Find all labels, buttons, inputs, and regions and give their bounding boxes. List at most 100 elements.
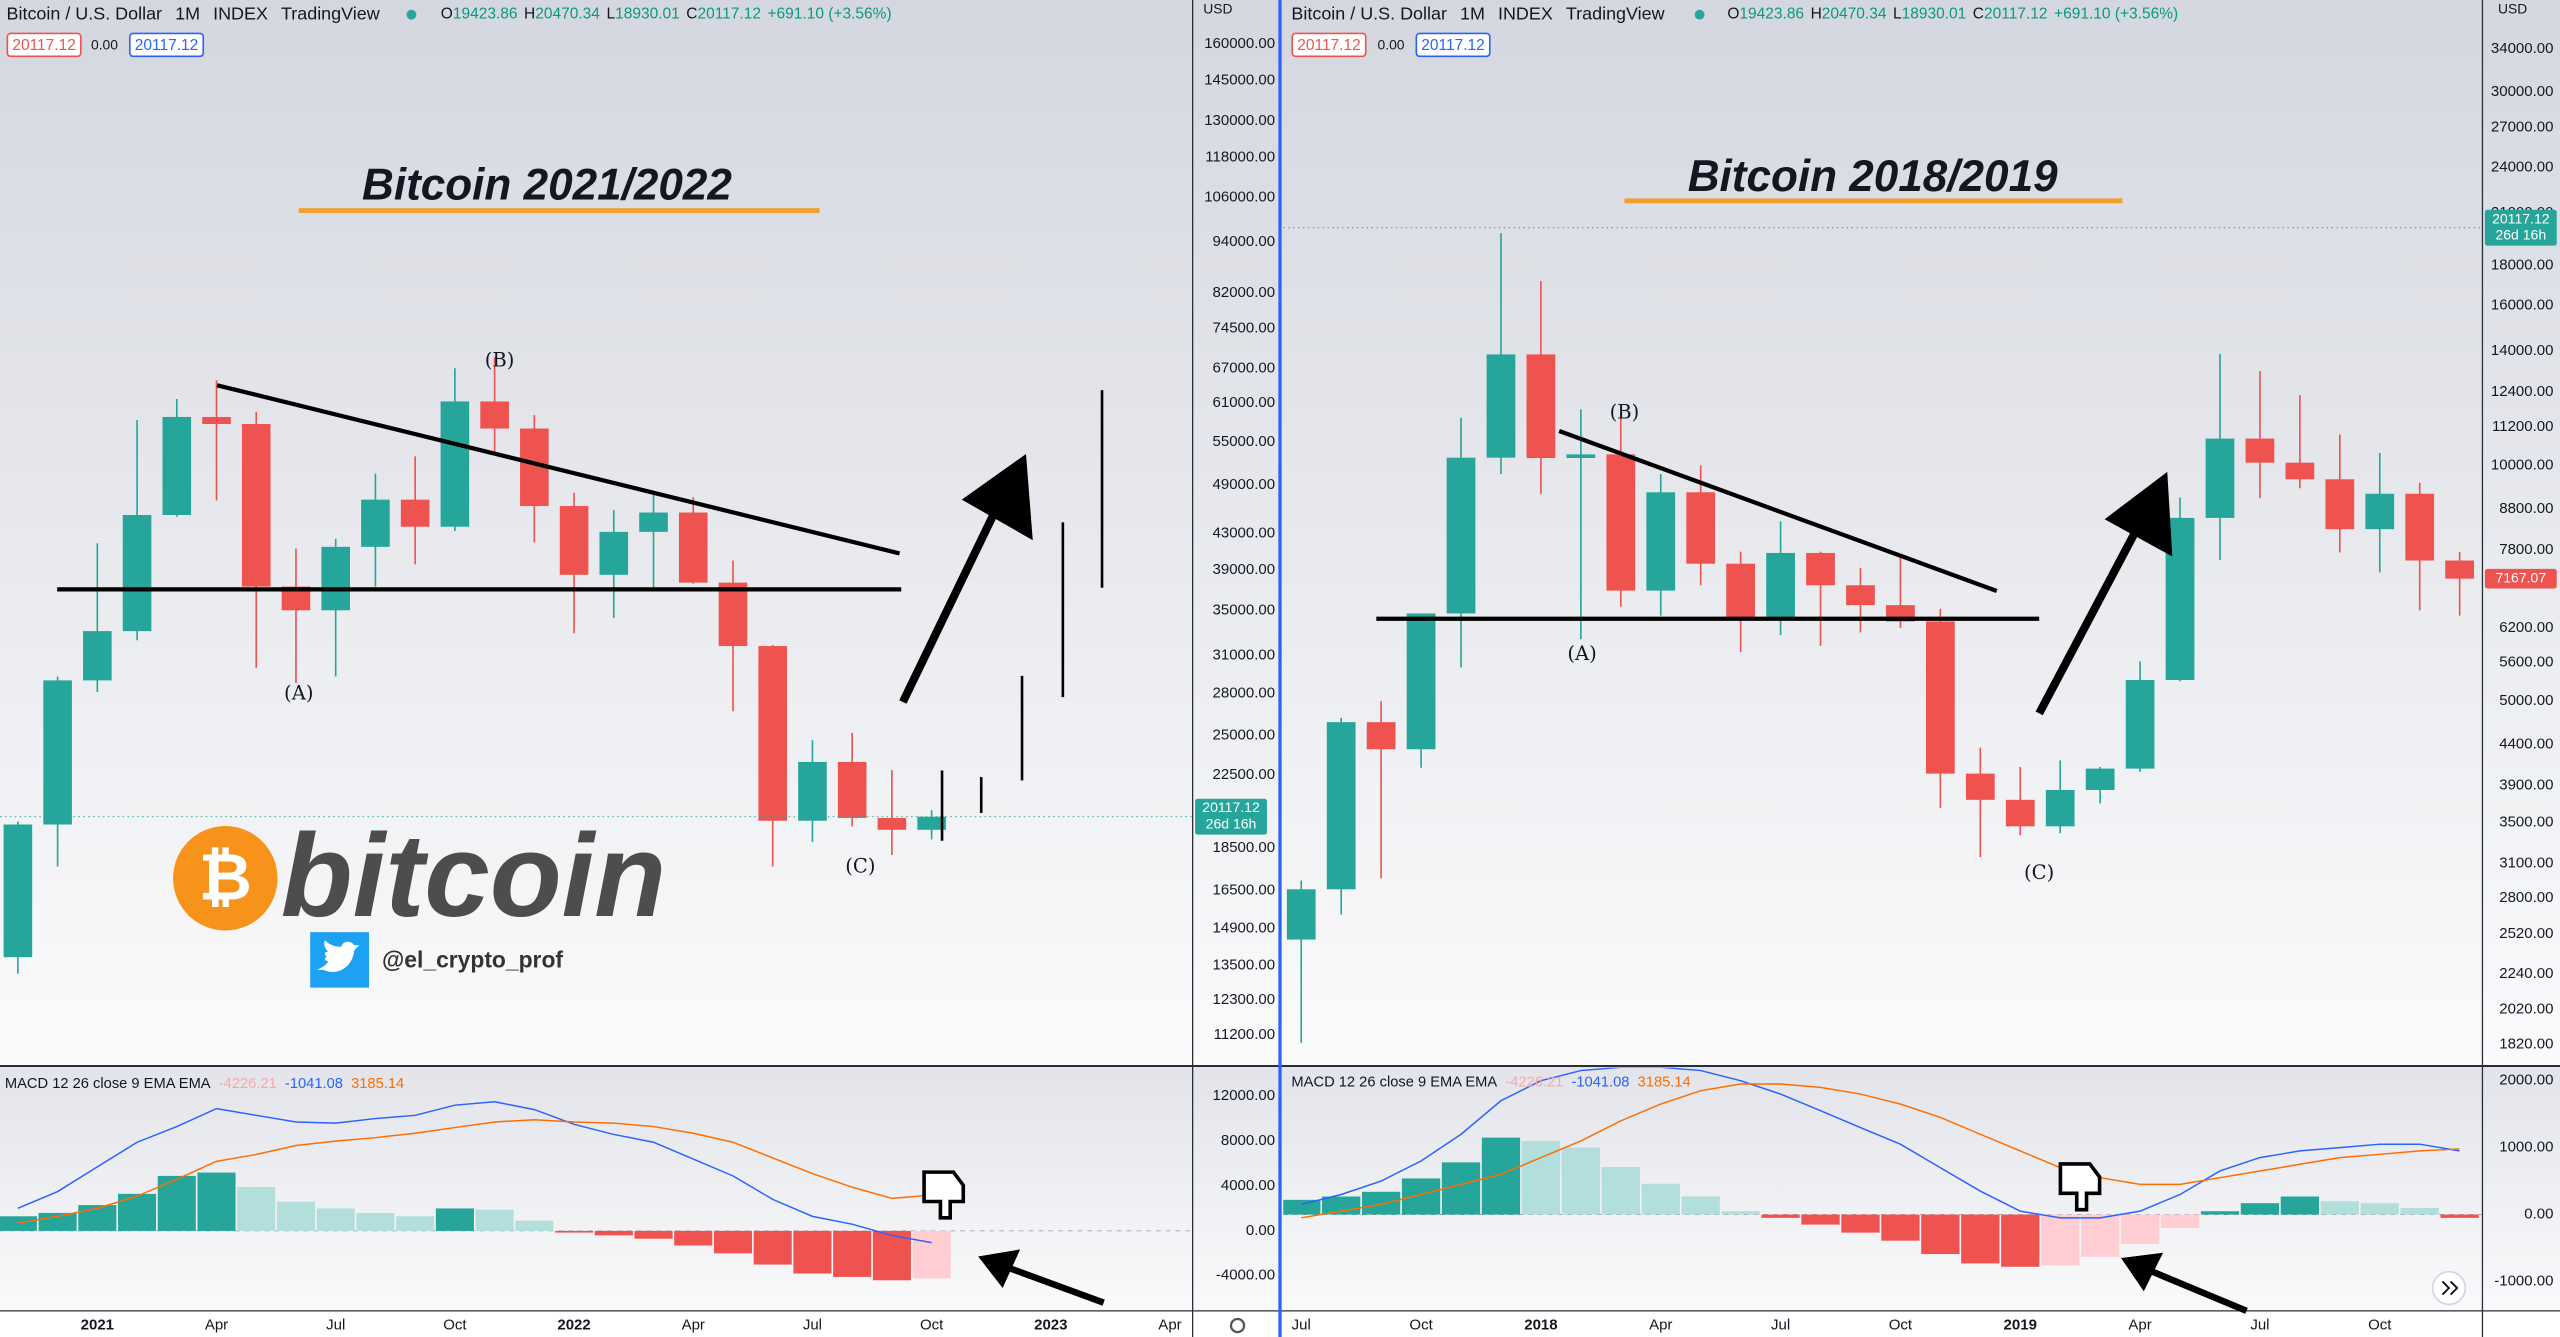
candle-body xyxy=(1566,454,1596,459)
candle-body xyxy=(361,499,390,547)
candle-body xyxy=(2365,493,2395,530)
histogram-bar xyxy=(1761,1214,1800,1218)
wave-label: (A) xyxy=(284,681,313,704)
y-tick-label: 28000.00 xyxy=(1213,684,1276,701)
candle-body xyxy=(758,646,788,821)
chart-title: Bitcoin 2018/2019 xyxy=(1688,152,2058,201)
candle-body xyxy=(281,586,311,611)
y-tick-label: 4400.00 xyxy=(2499,736,2553,753)
candle-body xyxy=(1326,722,1356,890)
candle-body xyxy=(1406,613,1436,750)
arrow-shaft xyxy=(2035,517,2146,716)
candle-body xyxy=(1446,457,1476,614)
signal-value: 3185.14 xyxy=(1638,1074,1691,1090)
y-tick-label: 3900.00 xyxy=(2499,777,2553,794)
wave-label: (B) xyxy=(1610,401,1640,424)
logo: ₿ bitcoin @el_crypto_prof xyxy=(173,810,666,988)
candle-body xyxy=(1606,454,1636,591)
settings-icon[interactable] xyxy=(1229,1317,1246,1334)
logo-text: bitcoin xyxy=(281,810,666,941)
arrow-head xyxy=(978,1249,1021,1288)
candle-body xyxy=(480,401,509,429)
candle-body xyxy=(321,546,351,611)
y-tick-label: 11200.00 xyxy=(2492,418,2553,435)
y-tick-label: 14000.00 xyxy=(2491,342,2554,359)
y-tick-label: 39000.00 xyxy=(1213,561,1276,578)
histogram-bar xyxy=(1881,1214,1920,1241)
pane xyxy=(0,357,1192,974)
histogram-bar xyxy=(515,1220,554,1231)
macd-line xyxy=(1301,1083,2460,1219)
y-tick-label: 24000.00 xyxy=(2491,159,2554,176)
histogram-bar xyxy=(316,1208,355,1231)
histogram-bar xyxy=(753,1230,792,1265)
y-tick-label: 25000.00 xyxy=(1213,727,1276,744)
o-prefix: O xyxy=(1727,6,1739,23)
histogram-bar xyxy=(1721,1211,1760,1215)
y-tick-label: 55000.00 xyxy=(1213,433,1276,450)
interval: 1M xyxy=(1460,3,1485,23)
bid-badge xyxy=(1291,32,1367,58)
macd-line xyxy=(17,1101,932,1244)
arrow-shaft xyxy=(1004,1263,1105,1306)
ohlc: O19423.86 H20470.34 L18930.01 C20117.12 +691… xyxy=(441,6,892,23)
logo-circle xyxy=(173,826,278,931)
y-tick-label: 18000.00 xyxy=(2491,256,2554,273)
h-prefix: H xyxy=(524,6,535,23)
x-tick-label: Jul xyxy=(326,1317,345,1334)
arrow-shaft xyxy=(2147,1267,2248,1314)
arrow-head xyxy=(2104,471,2173,557)
histogram-bar xyxy=(2400,1207,2439,1215)
candle-body xyxy=(122,514,152,632)
candle-body xyxy=(1766,552,1795,618)
histogram-bar xyxy=(2320,1201,2359,1215)
macd-line xyxy=(17,1118,932,1224)
y-tick-label: 67000.00 xyxy=(1213,359,1276,376)
trend-line xyxy=(1558,428,1998,593)
macd-title: MACD 12 26 close 9 EMA EMA xyxy=(5,1076,211,1092)
price-badge-label: 7167.07 xyxy=(2495,569,2546,585)
open-value: 19423.86 xyxy=(1739,6,1804,23)
y-tick-label: 1000.00 xyxy=(2499,1139,2553,1156)
y-tick-label: -4000.00 xyxy=(1216,1267,1275,1284)
y-tick-label: 3500.00 xyxy=(2499,813,2553,830)
scroll-icon xyxy=(2441,1280,2459,1296)
histogram-bar xyxy=(594,1230,633,1236)
candle-body xyxy=(1486,354,1516,458)
y-tick-label: 7800.00 xyxy=(2499,541,2553,558)
x-tick-label: 2022 xyxy=(557,1317,590,1334)
x-tick-label: Jul xyxy=(803,1317,822,1334)
ohlc: O19423.86 H20470.34 L18930.01 C20117.12 +691… xyxy=(1727,6,2178,23)
pane xyxy=(1283,227,2482,1043)
candle-body xyxy=(2125,680,2155,769)
hist-value: -4226.21 xyxy=(219,1076,277,1092)
y-tick-label: 49000.00 xyxy=(1213,476,1276,493)
y-tick-label: 1820.00 xyxy=(2499,1036,2553,1053)
countdown: 26d 16h xyxy=(2495,227,2546,243)
provider: TradingView xyxy=(281,3,380,23)
y-tick-label: 0.00 xyxy=(2524,1206,2553,1223)
histogram-bar xyxy=(634,1230,673,1239)
candle-body xyxy=(639,512,668,532)
histogram-bar xyxy=(2001,1214,2040,1267)
ask: 20117.12 xyxy=(135,37,199,54)
candle-body xyxy=(83,631,112,681)
chart-title: Bitcoin 2021/2022 xyxy=(362,160,732,209)
histogram-bar xyxy=(1601,1167,1640,1215)
y-tick-label: 106000.00 xyxy=(1204,188,1275,205)
macd-value: -1041.08 xyxy=(285,1076,343,1092)
candle-body xyxy=(678,512,708,583)
histogram-bar xyxy=(197,1172,236,1231)
change: +691.10 (+3.56%) xyxy=(2054,6,2178,23)
candle-body xyxy=(599,531,629,575)
x-tick-label: Apr xyxy=(682,1317,705,1334)
source: INDEX xyxy=(213,3,268,23)
y-tick-label: 11200.00 xyxy=(1214,1026,1275,1043)
y-tick-label: 5000.00 xyxy=(2499,692,2553,709)
histogram-bar xyxy=(912,1230,951,1279)
candle-body xyxy=(2205,438,2235,518)
candle-body xyxy=(1646,492,1676,591)
histogram-bar xyxy=(1841,1214,1880,1233)
currency: USD xyxy=(2498,0,2527,16)
